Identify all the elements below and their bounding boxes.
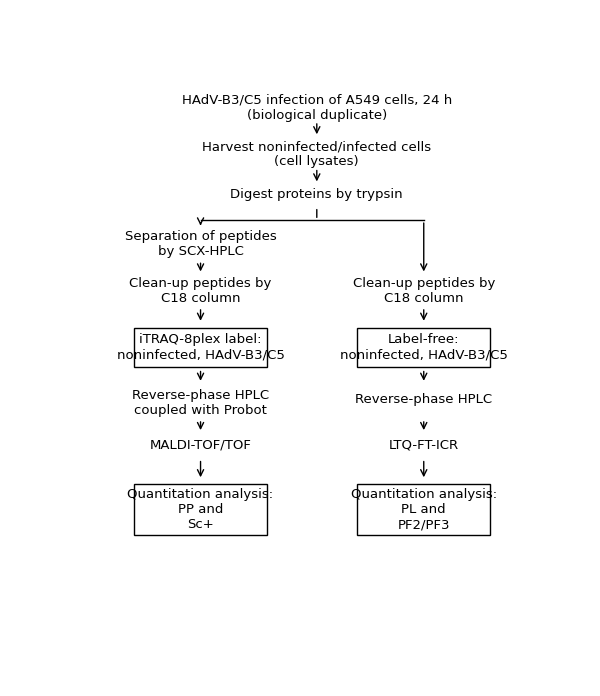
- Text: Reverse-phase HPLC: Reverse-phase HPLC: [355, 393, 493, 406]
- Text: Clean-up peptides by
C18 column: Clean-up peptides by C18 column: [130, 277, 272, 305]
- Text: Label-free:
noninfected, HAdV-B3/C5: Label-free: noninfected, HAdV-B3/C5: [340, 333, 508, 361]
- FancyBboxPatch shape: [134, 484, 267, 535]
- Text: Quantitation analysis:
PL and
PF2/PF3: Quantitation analysis: PL and PF2/PF3: [350, 488, 497, 531]
- Text: Quantitation analysis:
PP and
Sc+: Quantitation analysis: PP and Sc+: [127, 488, 274, 531]
- Text: HAdV-B3/C5 infection of A549 cells, 24 h
(biological duplicate): HAdV-B3/C5 infection of A549 cells, 24 h…: [182, 94, 452, 122]
- FancyBboxPatch shape: [358, 328, 490, 367]
- Text: iTRAQ-8plex label:
noninfected, HAdV-B3/C5: iTRAQ-8plex label: noninfected, HAdV-B3/…: [116, 333, 284, 361]
- FancyBboxPatch shape: [358, 484, 490, 535]
- Text: Separation of peptides
by SCX-HPLC: Separation of peptides by SCX-HPLC: [125, 230, 277, 258]
- Text: MALDI-TOF/TOF: MALDI-TOF/TOF: [149, 438, 251, 452]
- Text: Clean-up peptides by
C18 column: Clean-up peptides by C18 column: [353, 277, 495, 305]
- Text: Reverse-phase HPLC
coupled with Probot: Reverse-phase HPLC coupled with Probot: [132, 390, 269, 418]
- Text: Harvest noninfected/infected cells
(cell lysates): Harvest noninfected/infected cells (cell…: [202, 141, 431, 168]
- Text: LTQ-FT-ICR: LTQ-FT-ICR: [389, 438, 459, 452]
- Text: Digest proteins by trypsin: Digest proteins by trypsin: [230, 188, 403, 201]
- FancyBboxPatch shape: [134, 328, 267, 367]
